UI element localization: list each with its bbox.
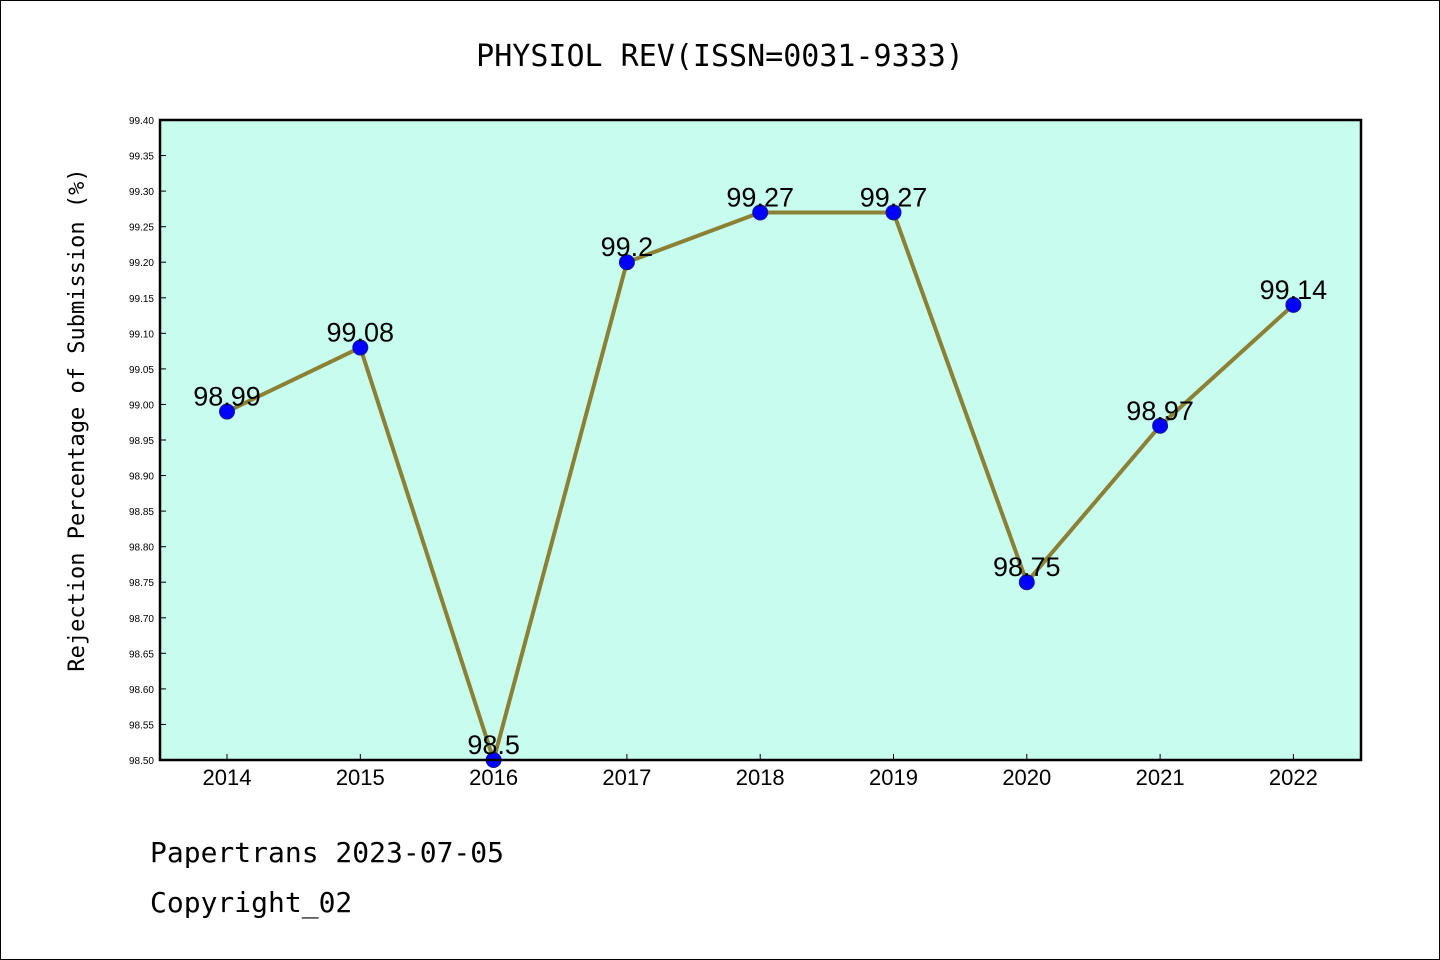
y-tick-label: 99.25 (129, 223, 154, 234)
x-tick-label: 2021 (1136, 765, 1185, 790)
y-tick-label: 99.40 (129, 116, 154, 127)
data-label: 98.5 (467, 730, 520, 760)
data-point-marker (618, 254, 635, 271)
y-tick-label: 98.95 (129, 436, 154, 447)
data-label: 98.75 (993, 552, 1061, 582)
data-label: 99.27 (860, 182, 928, 212)
y-tick-label: 98.65 (129, 649, 154, 660)
data-point-marker (752, 204, 769, 221)
y-tick-label: 98.70 (129, 614, 154, 625)
x-tick-label: 2014 (203, 765, 252, 790)
data-label: 99.27 (726, 182, 794, 212)
plot-area (160, 120, 1361, 760)
x-tick-label: 2015 (336, 765, 385, 790)
data-label: 98.97 (1126, 396, 1194, 426)
data-point-marker (352, 339, 369, 356)
data-point-marker (1018, 574, 1035, 591)
y-tick-label: 98.90 (129, 472, 154, 483)
data-point-marker (885, 204, 902, 221)
x-tick-label: 2022 (1269, 765, 1318, 790)
y-tick-label: 99.05 (129, 365, 154, 376)
x-tick-label: 2019 (869, 765, 918, 790)
data-label: 98.99 (193, 382, 261, 412)
plot-border (158, 118, 1363, 762)
y-tick-label: 98.50 (129, 756, 154, 767)
y-tick-label: 99.30 (129, 187, 154, 198)
data-label-group: 98.99 99.08 98.5 99.2 99.27 99.27 98.75 98.97 99… (193, 182, 1327, 760)
series-line-group (219, 204, 1302, 768)
y-tick-label: 99.00 (129, 400, 154, 411)
y-tick-label: 99.20 (129, 258, 154, 269)
data-point-marker (219, 403, 235, 420)
y-axis-label: Rejection Percentage of Submission (%) (65, 168, 90, 671)
x-tick-label: 2020 (1002, 765, 1051, 790)
data-label: 99.2 (601, 232, 654, 262)
footer-copyright-line: Copyright_02 (150, 886, 353, 919)
footer-date-line: Papertrans 2023-07-05 (150, 836, 505, 869)
y-tick-label: 98.60 (129, 685, 154, 696)
x-axis: 2014 2015 2016 2017 2018 2019 2020 2021 2022 (203, 754, 1318, 790)
data-label: 99.14 (1260, 275, 1328, 305)
y-tick-label: 98.85 (129, 507, 154, 518)
y-tick-label: 98.80 (129, 543, 154, 554)
data-label: 99.08 (327, 318, 395, 348)
data-point-marker (1152, 417, 1169, 434)
x-tick-label: 2018 (736, 765, 785, 790)
y-tick-label: 99.10 (129, 329, 154, 340)
y-tick-label: 98.55 (129, 720, 154, 731)
y-tick-label: 98.75 (129, 578, 154, 589)
y-tick-label: 99.35 (129, 152, 154, 163)
x-tick-label: 2017 (602, 765, 651, 790)
chart-title: PHYSIOL REV(ISSN=0031-9333) (476, 39, 964, 74)
data-point-marker (1285, 296, 1302, 313)
y-axis: 98.50 98.55 98.60 98.65 98.70 98.75 98.80 98.85… (129, 116, 166, 767)
y-tick-label: 99.15 (129, 294, 154, 305)
x-tick-label: 2016 (469, 765, 518, 790)
